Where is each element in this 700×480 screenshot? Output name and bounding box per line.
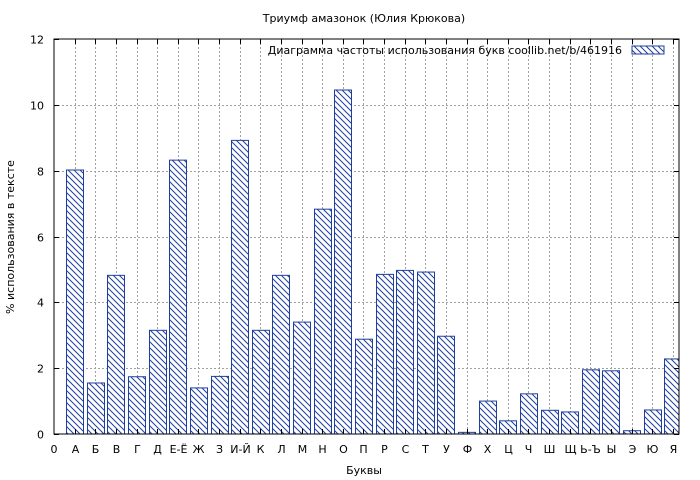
bar	[355, 338, 373, 435]
x-tick-label: Б	[92, 443, 100, 456]
x-tick-label: Д	[153, 443, 162, 456]
bar	[211, 375, 229, 435]
x-tick-label: Е-Ё	[170, 443, 188, 456]
chart-title: Триумф амазонок (Юлия Крюкова)	[262, 12, 465, 25]
x-tick-label: Щ	[564, 443, 576, 456]
plot-frame	[53, 38, 680, 435]
x-tick-label: Т	[421, 443, 429, 456]
legend: Диаграмма частоты использования букв coo…	[268, 44, 665, 57]
bar	[231, 139, 249, 435]
x-tick-label: О	[339, 443, 348, 456]
bar	[149, 329, 167, 435]
bar	[293, 321, 311, 435]
bar	[314, 208, 332, 435]
x-tick-label: Р	[381, 443, 388, 456]
bar	[376, 273, 394, 435]
bars	[66, 89, 680, 435]
x-tick-label: Э	[629, 443, 637, 456]
y-tick-label: 0	[37, 429, 44, 442]
bar	[87, 382, 105, 435]
bar	[128, 376, 146, 435]
x-tick-label: В	[113, 443, 121, 456]
x-tick-label: З	[216, 443, 223, 456]
x-tick-label: Ц	[504, 443, 513, 456]
x-tick-label: Ю	[647, 443, 659, 456]
bar	[169, 159, 187, 435]
y-tick-label: 10	[30, 100, 44, 113]
y-axis: 0 2 4 6 8 10 12	[30, 34, 679, 442]
bar	[602, 370, 620, 435]
y-tick-label: 6	[37, 232, 44, 245]
y-axis-label: % использования в тексте	[4, 160, 17, 314]
x-tick-label: Н	[318, 443, 326, 456]
x-tick-label: Л	[277, 443, 285, 456]
x-tick-label: Я	[670, 443, 678, 456]
bar	[252, 329, 270, 435]
x-tick-label: Ы	[607, 443, 617, 456]
legend-swatch	[631, 45, 665, 55]
x-tick-label: 0	[51, 443, 58, 456]
x-tick-label: Ч	[525, 443, 533, 456]
x-axis: 0 А Б В Г Д Е-Ё Ж З И-Й К Л М Н О П Р С Т У Ф Х Ц Ч Ш Щ Ь-Ъ Ы Э Ю Я	[51, 39, 678, 456]
y-tick-label: 8	[37, 166, 44, 179]
x-tick-label: Ф	[463, 443, 472, 456]
y-tick-label: 2	[37, 363, 44, 376]
bar	[437, 335, 455, 435]
legend-label: Диаграмма частоты использования букв coo…	[268, 44, 622, 57]
y-tick-label: 4	[37, 297, 44, 310]
bar	[190, 387, 208, 435]
bar	[396, 269, 414, 435]
x-tick-label: С	[402, 443, 410, 456]
x-tick-label: У	[443, 443, 450, 456]
bar	[272, 274, 290, 435]
x-tick-label: Х	[484, 443, 492, 456]
x-tick-label: А	[72, 443, 80, 456]
bar	[107, 274, 125, 435]
bar	[582, 369, 600, 435]
bar	[334, 89, 352, 435]
x-tick-label: Ь-Ъ	[580, 443, 601, 456]
y-tick-label: 12	[30, 34, 44, 47]
x-tick-label: Ж	[193, 443, 205, 456]
x-tick-label: М	[298, 443, 308, 456]
x-tick-label: Г	[134, 443, 141, 456]
bar	[66, 169, 84, 435]
x-tick-label: Ш	[544, 443, 556, 456]
bar	[417, 271, 435, 435]
x-axis-label: Буквы	[346, 464, 382, 477]
x-tick-label: П	[359, 443, 367, 456]
bar	[664, 358, 680, 435]
x-tick-label: К	[257, 443, 265, 456]
bar	[520, 393, 538, 435]
x-tick-label: И-Й	[230, 443, 250, 456]
